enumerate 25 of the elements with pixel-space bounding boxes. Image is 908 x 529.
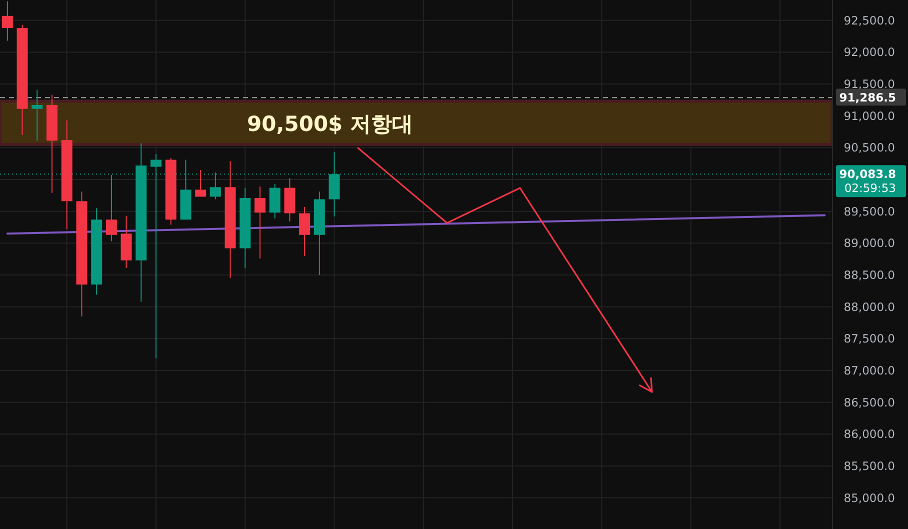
band-label: 90,500$ 저항대 (247, 112, 413, 136)
candlestick (32, 89, 43, 142)
y-tick-label: 88,500.0 (844, 268, 895, 282)
candlestick (195, 169, 206, 198)
y-tick-label: 92,000.0 (844, 45, 895, 60)
y-tick-label: 90,500.0 (844, 140, 895, 155)
candlestick (106, 174, 117, 242)
ref-line-label: 90,083.8 (839, 167, 896, 182)
candlestick (254, 186, 266, 259)
ref-line-label: 91,286.5 (839, 90, 896, 105)
y-tick-label: 87,500.0 (844, 332, 895, 346)
y-tick-label: 86,000.0 (844, 427, 895, 442)
y-tick-label: 91,000.0 (844, 108, 895, 123)
y-tick-label: 85,000.0 (844, 490, 895, 505)
y-tick-label: 85,500.0 (844, 458, 895, 473)
y-tick-label: 86,500.0 (844, 395, 895, 410)
y-tick-label: 88,000.0 (844, 300, 895, 314)
text: 02:59:53 (844, 181, 896, 196)
candlestick (2, 0, 13, 42)
y-tick-label: 89,500.0 (844, 204, 895, 218)
y-tick-label: 87,000.0 (844, 363, 895, 378)
y-tick-label: 92,500.0 (844, 13, 895, 28)
y-tick-label: 91,500.0 (844, 77, 895, 92)
y-tick-label: 89,000.0 (844, 236, 895, 250)
candlestick (299, 206, 310, 256)
